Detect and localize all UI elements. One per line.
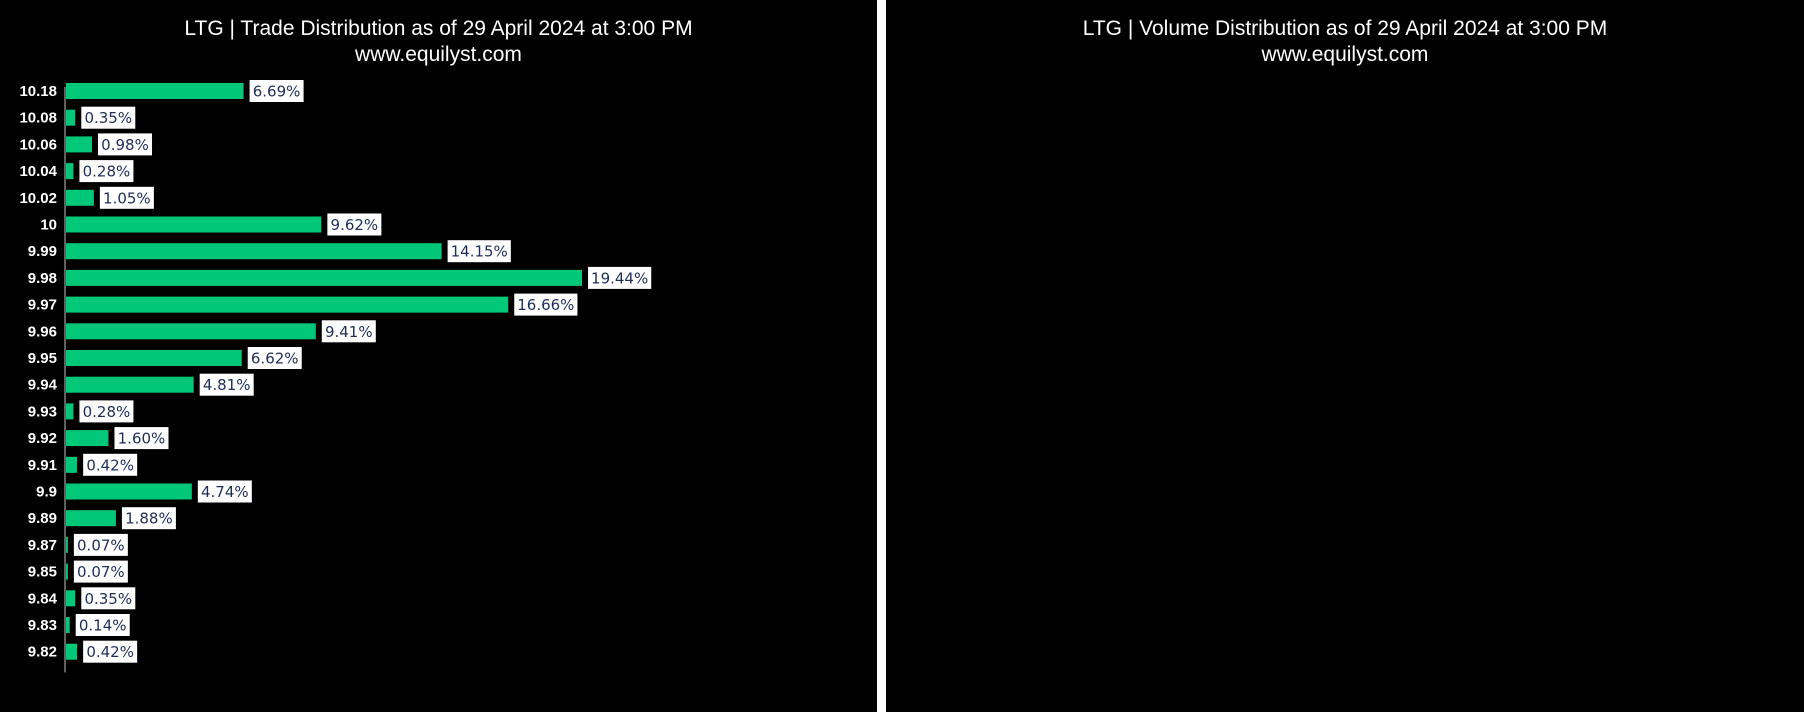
bar	[66, 296, 509, 313]
data-label-box	[81, 106, 136, 129]
data-label-box	[121, 507, 176, 530]
trade-distribution-chart: 10.18 6.69% 10.08 0.35% 10.06 0.98% 10.04 0.28%…	[19, 80, 652, 673]
trade-distribution-panel: LTG | Trade Distribution as of 29 April …	[0, 0, 877, 712]
data-label: 0.07%	[77, 563, 125, 581]
data-label-box	[321, 320, 376, 343]
data-label-box	[83, 453, 138, 476]
y-tick-label: 9.9	[36, 484, 57, 501]
y-tick-label: 9.84	[28, 590, 58, 607]
volume-distribution-chart	[886, 0, 1804, 712]
bar	[66, 536, 68, 553]
y-tick-label: 10.02	[19, 190, 57, 207]
chart-subtitle: www.equilyst.com	[355, 43, 522, 66]
data-label: 4.74%	[201, 483, 249, 501]
data-label: 1.88%	[125, 510, 173, 528]
bar	[66, 403, 74, 420]
data-label-box	[73, 560, 128, 583]
data-label-box	[114, 427, 169, 450]
y-tick-label: 9.94	[28, 377, 58, 394]
y-tick-label: 9.96	[28, 323, 57, 340]
data-label: 0.98%	[101, 136, 149, 154]
bar	[66, 136, 93, 153]
chart-subtitle: www.equilyst.com	[1261, 43, 1429, 66]
data-label: 4.81%	[203, 376, 251, 394]
y-tick-label: 9.82	[28, 644, 57, 661]
volume-distribution-panel: LTG | Volume Distribution as of 29 April…	[886, 0, 1804, 712]
bar	[66, 483, 192, 500]
y-tick-label: 9.92	[28, 430, 57, 447]
bar	[66, 563, 68, 580]
chart-title: LTG | Volume Distribution as of 29 April…	[1082, 17, 1608, 40]
data-label: 9.41%	[325, 323, 373, 341]
y-tick-label: 9.93	[28, 403, 57, 420]
data-label-box	[83, 640, 138, 663]
bar	[66, 430, 109, 447]
data-label-box	[73, 533, 128, 556]
data-label-box	[79, 400, 134, 423]
y-tick-label: 9.97	[28, 297, 57, 314]
data-label-box	[247, 347, 302, 369]
data-label: 0.35%	[84, 590, 132, 608]
bar	[66, 456, 78, 473]
bar	[66, 163, 74, 180]
bar	[66, 109, 76, 126]
y-tick-label: 9.91	[28, 457, 57, 474]
data-label: 9.62%	[331, 216, 379, 234]
data-label: 6.62%	[251, 350, 299, 368]
data-label: 6.69%	[253, 83, 301, 101]
data-label-box	[75, 614, 130, 636]
y-tick-label: 10.06	[19, 136, 57, 153]
data-label-box	[81, 587, 136, 610]
y-tick-label: 9.87	[28, 537, 57, 554]
data-label-box	[98, 133, 153, 156]
data-label: 0.14%	[79, 617, 127, 635]
chart-title: LTG | Trade Distribution as of 29 April …	[184, 17, 693, 40]
y-tick-label: 9.89	[28, 510, 57, 527]
data-label: 16.66%	[517, 296, 574, 314]
data-label: 0.07%	[77, 536, 125, 554]
data-label: 0.35%	[84, 109, 132, 127]
y-tick-label: 9.85	[28, 564, 57, 581]
bar	[66, 617, 70, 633]
data-label: 0.42%	[86, 643, 134, 661]
y-tick-label: 9.99	[28, 243, 57, 260]
bar	[66, 643, 78, 660]
y-tick-label: 10.18	[19, 83, 57, 100]
data-label-box	[447, 240, 511, 263]
bar	[66, 323, 316, 340]
bar	[66, 510, 116, 527]
data-label-box	[588, 266, 652, 289]
y-tick-label: 9.83	[28, 617, 57, 634]
bar	[66, 189, 94, 206]
data-label-box	[514, 293, 578, 316]
data-label: 0.42%	[86, 456, 134, 474]
y-tick-label: 10	[40, 217, 57, 234]
data-label-box	[99, 186, 154, 209]
data-label: 19.44%	[591, 269, 648, 287]
bar	[66, 243, 442, 260]
data-label-box	[197, 480, 252, 503]
y-tick-label: 10.04	[19, 163, 57, 180]
y-tick-label: 9.98	[28, 270, 57, 287]
bar	[66, 350, 242, 366]
data-label-box	[327, 213, 382, 236]
y-tick-label: 10.08	[19, 110, 57, 127]
data-label: 1.05%	[103, 189, 151, 207]
data-label: 14.15%	[451, 243, 508, 261]
data-label-box	[249, 80, 304, 102]
bar	[66, 83, 244, 99]
data-label-box	[79, 160, 134, 183]
y-tick-label: 9.95	[28, 350, 57, 367]
bar	[66, 590, 76, 607]
bar	[66, 269, 583, 286]
data-label: 0.28%	[83, 163, 131, 181]
data-label-box	[199, 373, 254, 396]
bar	[66, 216, 322, 233]
data-label: 1.60%	[118, 430, 166, 448]
bar	[66, 376, 194, 393]
data-label: 0.28%	[83, 403, 131, 421]
